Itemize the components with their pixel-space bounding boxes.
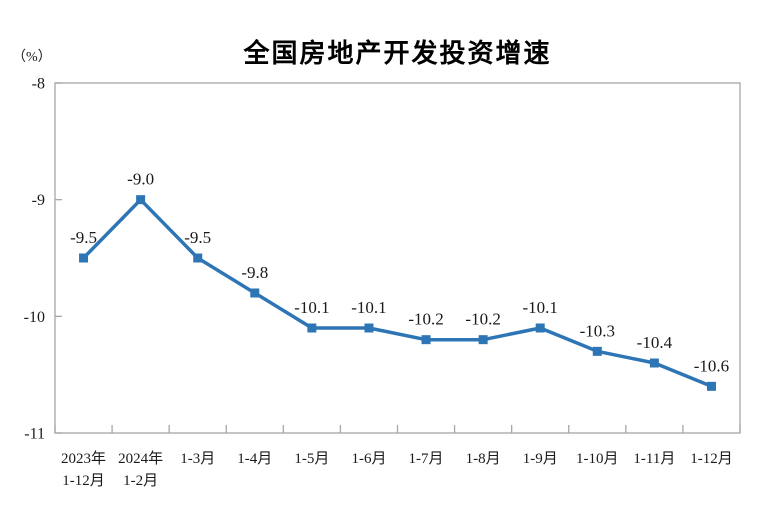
data-point-label: -10.1 — [294, 298, 329, 317]
data-point-label: -9.5 — [184, 228, 211, 247]
series-markers — [79, 195, 716, 391]
series-line — [81, 197, 714, 389]
data-point-label: -10.6 — [694, 356, 729, 375]
x-category-label: 1-6月 — [351, 451, 386, 467]
x-category-label: 2024年 — [118, 450, 163, 467]
x-category-label: 1-4月 — [237, 451, 272, 467]
x-category-label: 1-12月 — [62, 473, 105, 489]
y-axis-unit-label: （%） — [12, 50, 52, 65]
chart-title: 全国房地产开发投资增速 — [243, 38, 552, 68]
data-point-marker — [706, 381, 716, 391]
data-point-marker — [535, 323, 545, 333]
data-point-label: -10.1 — [522, 298, 557, 317]
x-category-label: 1-5月 — [294, 451, 329, 467]
data-point-marker — [421, 335, 431, 345]
data-point-label: -10.1 — [351, 298, 386, 317]
x-category-label: 1-7月 — [409, 451, 444, 467]
y-tick-label: -11 — [24, 426, 45, 443]
x-category-label: 1-10月 — [576, 451, 619, 467]
x-axis: 2023年 1-12月 2024年 1-2月 1-3月 1-4月 1-5月 1-6月 1-7月 1… — [54, 425, 741, 489]
data-labels: -9.5 -9.0 -9.5 -9.8 -10.1 -10.1 -10.2 -10.2 -10.… — [70, 170, 729, 376]
x-category-label: 1-2月 — [123, 473, 158, 489]
x-category-label: 2023年 — [61, 450, 106, 467]
data-point-marker — [79, 253, 89, 263]
data-point-marker — [364, 323, 374, 333]
data-point-marker — [307, 323, 317, 333]
data-point-label: -9.8 — [241, 263, 268, 282]
y-tick-label: -8 — [32, 76, 45, 93]
data-point-marker — [250, 288, 260, 298]
x-category-label: 1-12月 — [690, 451, 733, 467]
x-category-label: 1-3月 — [180, 451, 215, 467]
data-point-label: -10.3 — [580, 321, 615, 340]
data-point-marker — [136, 195, 146, 205]
plot-area-border — [54, 82, 741, 434]
x-category-label: 1-9月 — [523, 451, 558, 467]
data-point-marker — [592, 346, 602, 356]
data-point-marker — [649, 358, 659, 368]
y-tick-label: -9 — [32, 192, 45, 209]
x-category-label: 1-8月 — [466, 451, 501, 467]
data-point-label: -9.5 — [70, 228, 97, 247]
data-point-label: -10.2 — [408, 310, 443, 329]
data-point-label: -10.2 — [465, 310, 500, 329]
y-tick-label: -10 — [24, 309, 45, 326]
data-point-marker — [478, 335, 488, 345]
x-category-label: 1-11月 — [633, 451, 675, 467]
data-point-marker — [193, 253, 203, 263]
data-point-label: -10.4 — [637, 333, 673, 352]
y-axis: -8 -9 -10 -11 — [24, 76, 62, 443]
data-point-label: -9.0 — [127, 170, 154, 189]
